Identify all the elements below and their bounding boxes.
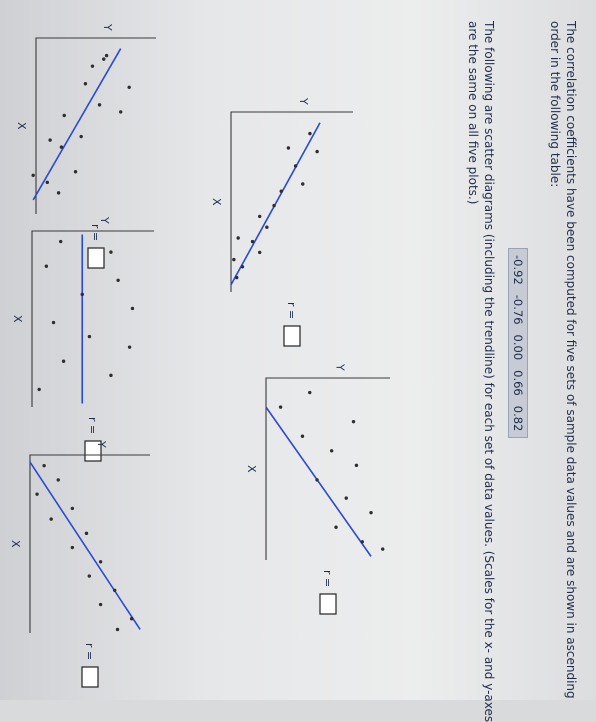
r-answer-box[interactable] [283,325,301,347]
data-point [59,145,64,149]
r-label: r = [285,302,298,319]
y-axis-label: Y [101,23,114,31]
r-label: r = [86,417,99,434]
data-point [279,189,283,193]
data-point [109,373,113,378]
trendline [265,406,372,557]
plot-axes [29,454,150,633]
trendline [32,48,122,201]
data-point [272,203,276,208]
data-point [258,214,262,219]
data-point [127,85,131,89]
data-point [102,57,106,61]
data-point [31,173,35,177]
data-point [61,359,66,363]
data-point [62,113,66,118]
data-point [83,82,88,86]
data-point [56,191,61,195]
plot-axes [35,37,156,214]
y-axis-label: Y [95,440,108,448]
data-point [37,387,41,392]
data-point [70,506,75,511]
data-point [301,182,305,186]
data-point [235,275,239,280]
r-label: r = [89,224,102,241]
data-point [236,236,240,240]
y-axis-label: Y [98,216,111,224]
data-point [97,103,102,107]
trendline [29,461,141,630]
plot-axes [265,377,390,560]
y-axis-label: Y [297,97,310,105]
x-axis-label: X [15,122,28,130]
data-point [70,545,75,550]
data-point [127,345,132,349]
data-point [308,390,312,395]
x-axis-label: X [245,465,258,473]
data-point [354,463,359,468]
data-point [278,405,283,409]
data-point [56,478,60,482]
data-point [130,306,135,311]
data-point [51,320,56,325]
x-axis-label: X [11,315,24,323]
data-point [265,225,269,229]
data-point [87,574,91,578]
data-point [113,588,117,592]
data-point [293,164,298,168]
data-point [80,292,84,297]
data-point [87,334,92,339]
data-point [315,478,319,482]
data-point [104,53,109,58]
data-point [240,265,245,269]
x-axis-label: X [210,198,223,206]
data-point [90,64,95,68]
data-point [344,496,348,500]
data-point [360,540,364,544]
question-sheet: The correlation coefficients have been c… [9,21,578,722]
data-point [351,419,356,424]
y-axis-label: Y [333,363,346,371]
data-point [286,146,291,150]
data-point [98,602,103,607]
data-point [232,257,236,262]
data-point [49,517,53,521]
data-point [73,170,78,174]
data-point [79,134,83,139]
data-point [84,531,89,536]
plot-axes [31,230,154,407]
r-label: r = [321,570,334,587]
data-point [116,278,120,282]
data-point [329,449,334,453]
data-point [119,110,123,114]
data-point [45,180,49,185]
data-point [258,250,262,255]
r-answer-box[interactable] [84,440,102,462]
data-point [48,138,52,142]
data-point [129,617,134,621]
data-point [250,239,255,244]
data-point [35,492,39,496]
data-point [44,264,49,268]
trendline [230,122,321,286]
data-point [308,131,312,136]
data-point [315,149,319,154]
data-point [109,250,113,254]
r-answer-box[interactable] [87,247,105,269]
data-point [98,560,103,564]
data-point [381,547,385,551]
r-label: r = [83,643,96,660]
scatter-plots: YXr =YXr =YXr =YXr =YXr = [9,23,390,688]
plot-axes [230,111,353,292]
r-answer-box[interactable] [319,593,337,615]
r-answer-box[interactable] [81,666,99,688]
data-point [42,463,46,468]
data-point [300,434,305,438]
data-point [369,510,373,515]
data-point [334,525,338,529]
data-point [115,627,120,632]
x-axis-label: X [9,540,22,548]
data-point [59,239,63,244]
